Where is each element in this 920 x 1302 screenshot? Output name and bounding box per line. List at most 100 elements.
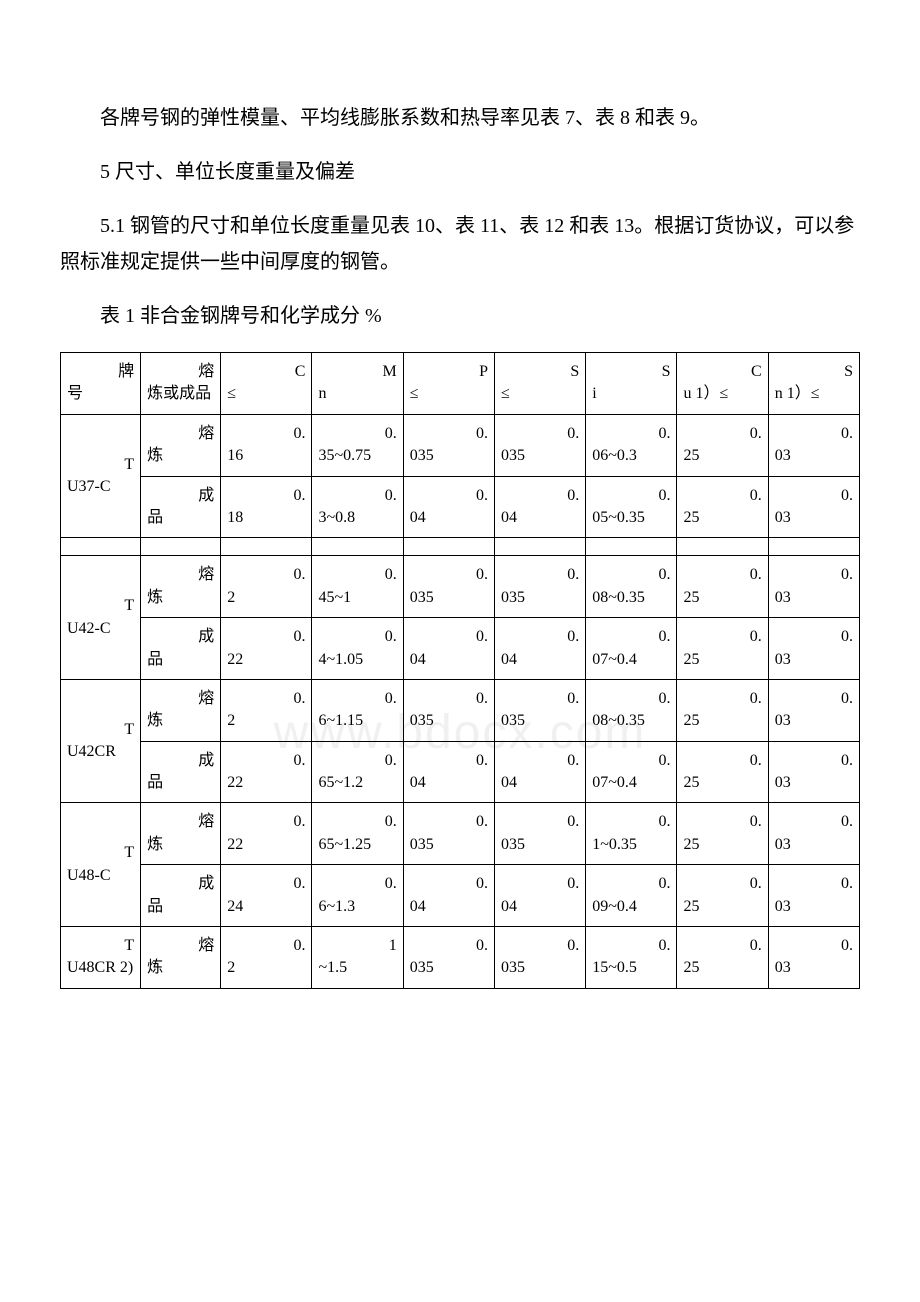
table-cell: 0.25 [677, 679, 768, 741]
table-cell: 0.3~0.8 [312, 476, 403, 538]
table-cell: Sn 1）≤ [768, 353, 859, 415]
table-row: 成品0.220.65~1.20.040.040.07~0.40.250.03 [61, 741, 860, 803]
table-row: 成品0.180.3~0.80.040.040.05~0.350.250.03 [61, 476, 860, 538]
table-cell: 0.035 [403, 556, 494, 618]
table-cell [403, 538, 494, 556]
table-cell: 0.06~0.3 [586, 414, 677, 476]
table-cell: 0.18 [221, 476, 312, 538]
document-content: 各牌号钢的弹性模量、平均线膨胀系数和热导率见表 7、表 8 和表 9。 5 尺寸… [60, 100, 860, 989]
table-cell: Mn [312, 353, 403, 415]
table-cell: 熔炼或成品 [141, 353, 221, 415]
table-cell [677, 538, 768, 556]
table-cell: 0.08~0.35 [586, 556, 677, 618]
table-cell: 0.03 [768, 556, 859, 618]
table-cell: 0.03 [768, 741, 859, 803]
table-cell: TU42CR [61, 679, 141, 803]
table-cell: 0.25 [677, 865, 768, 927]
table-cell: 0.2 [221, 679, 312, 741]
table-cell: 0.04 [494, 618, 585, 680]
table-cell: 0.04 [494, 476, 585, 538]
table-cell: 0.25 [677, 414, 768, 476]
table-1-title: 表 1 非合金钢牌号和化学成分 % [60, 298, 860, 334]
table-cell: 0.035 [403, 803, 494, 865]
table-cell: 0.03 [768, 803, 859, 865]
table-cell: C≤ [221, 353, 312, 415]
table-cell: 0.05~0.35 [586, 476, 677, 538]
table-cell: 0.65~1.2 [312, 741, 403, 803]
table-cell: 0.04 [403, 476, 494, 538]
table-cell: 0.04 [494, 865, 585, 927]
table-cell: TU37-C [61, 414, 141, 538]
table-cell: 0.03 [768, 618, 859, 680]
table-cell: 0.4~1.05 [312, 618, 403, 680]
table-cell: 0.03 [768, 414, 859, 476]
table-row: 成品0.220.4~1.050.040.040.07~0.40.250.03 [61, 618, 860, 680]
table-cell: 0.25 [677, 803, 768, 865]
table-cell: 熔炼 [141, 414, 221, 476]
table-row: TU42CR熔炼0.20.6~1.150.0350.0350.08~0.350.… [61, 679, 860, 741]
table-cell: 熔炼 [141, 679, 221, 741]
table-cell: 0.22 [221, 803, 312, 865]
table-cell: 熔炼 [141, 803, 221, 865]
table-cell: 0.6~1.15 [312, 679, 403, 741]
composition-table: 牌号熔炼或成品C≤MnP≤S≤SiCu 1）≤Sn 1）≤TU37-C熔炼0.1… [60, 352, 860, 989]
table-cell [61, 538, 141, 556]
table-cell: 0.09~0.4 [586, 865, 677, 927]
table-cell: 0.035 [403, 679, 494, 741]
table-cell: 0.1~0.35 [586, 803, 677, 865]
table-cell: Si [586, 353, 677, 415]
table-cell: 0.04 [494, 741, 585, 803]
section-5-title: 5 尺寸、单位长度重量及偏差 [60, 154, 860, 190]
table-cell: 成品 [141, 618, 221, 680]
table-row: TU48-C熔炼0.220.65~1.250.0350.0350.1~0.350… [61, 803, 860, 865]
table-cell [312, 538, 403, 556]
table-blank-row [61, 538, 860, 556]
table-cell: 0.035 [494, 679, 585, 741]
table-cell: 成品 [141, 865, 221, 927]
table-cell: 0.03 [768, 476, 859, 538]
table-cell: 0.15~0.5 [586, 927, 677, 989]
table-cell [494, 538, 585, 556]
table-cell: 0.04 [403, 741, 494, 803]
table-cell: 0.035 [494, 556, 585, 618]
table-cell: 0.035 [403, 927, 494, 989]
paragraph-1: 各牌号钢的弹性模量、平均线膨胀系数和热导率见表 7、表 8 和表 9。 [60, 100, 860, 136]
table-row: TU42-C熔炼0.20.45~10.0350.0350.08~0.350.25… [61, 556, 860, 618]
table-cell: 0.35~0.75 [312, 414, 403, 476]
table-cell: 成品 [141, 476, 221, 538]
table-cell: P≤ [403, 353, 494, 415]
table-body: 牌号熔炼或成品C≤MnP≤S≤SiCu 1）≤Sn 1）≤TU37-C熔炼0.1… [61, 353, 860, 989]
table-cell: 熔炼 [141, 556, 221, 618]
table-cell: 0.035 [494, 803, 585, 865]
table-cell: TU48CR 2) [61, 927, 141, 989]
table-cell: 0.035 [494, 927, 585, 989]
paragraph-5-1: 5.1 钢管的尺寸和单位长度重量见表 10、表 11、表 12 和表 13。根据… [60, 208, 860, 280]
table-cell [586, 538, 677, 556]
table-cell: 0.035 [403, 414, 494, 476]
table-cell: 0.65~1.25 [312, 803, 403, 865]
table-cell: TU42-C [61, 556, 141, 680]
table-cell: 0.24 [221, 865, 312, 927]
table-cell: 0.07~0.4 [586, 741, 677, 803]
table-cell: 0.04 [403, 618, 494, 680]
table-cell: 0.03 [768, 927, 859, 989]
table-cell: 0.22 [221, 618, 312, 680]
table-cell: 0.25 [677, 927, 768, 989]
table-cell: 0.07~0.4 [586, 618, 677, 680]
table-cell: 牌号 [61, 353, 141, 415]
table-cell: 0.03 [768, 865, 859, 927]
table-header-row: 牌号熔炼或成品C≤MnP≤S≤SiCu 1）≤Sn 1）≤ [61, 353, 860, 415]
table-cell: 0.22 [221, 741, 312, 803]
table-cell: 0.6~1.3 [312, 865, 403, 927]
table-cell: 0.035 [494, 414, 585, 476]
table-cell: 0.16 [221, 414, 312, 476]
table-cell: 0.08~0.35 [586, 679, 677, 741]
table-cell: 1~1.5 [312, 927, 403, 989]
table-cell: 0.25 [677, 476, 768, 538]
table-row: TU37-C熔炼0.160.35~0.750.0350.0350.06~0.30… [61, 414, 860, 476]
table-cell: 成品 [141, 741, 221, 803]
table-cell: 0.25 [677, 556, 768, 618]
table-cell: 熔炼 [141, 927, 221, 989]
table-row: 成品0.240.6~1.30.040.040.09~0.40.250.03 [61, 865, 860, 927]
table-cell: 0.25 [677, 741, 768, 803]
